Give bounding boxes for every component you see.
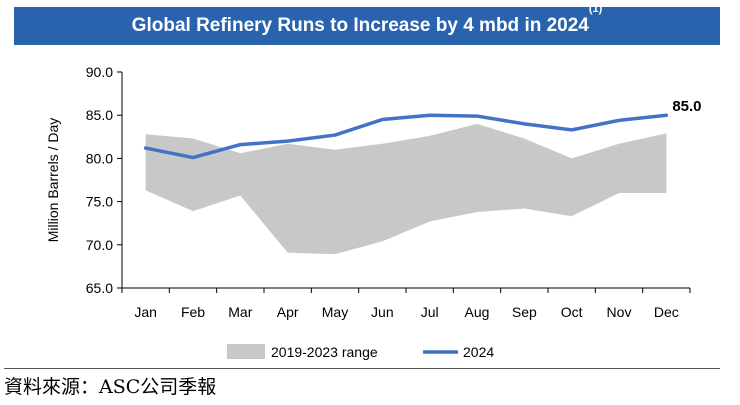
y-tick-label: 80.0: [86, 150, 113, 166]
x-tick-label: Feb: [181, 304, 205, 320]
y-tick-label: 85.0: [86, 107, 113, 123]
x-tick-label: Dec: [654, 304, 679, 320]
plot-area: 65.0 70.0 75.0 80.0 85.0 90.0 Jan Feb Mar Apr May J…: [86, 64, 702, 360]
chart-title-footnote: (1): [588, 3, 603, 15]
legend-label-range: 2019-2023 range: [271, 344, 378, 360]
x-tick-label: Apr: [277, 304, 299, 320]
legend-label-2024: 2024: [463, 344, 494, 360]
y-axis-label: Million Barrels / Day: [45, 118, 61, 242]
x-tick-label: Jun: [371, 304, 394, 320]
data-label-dec-2024: 85.0: [672, 98, 701, 115]
x-tick-label: Nov: [607, 304, 632, 320]
x-tick-label: Oct: [561, 304, 583, 320]
y-tick-label: 65.0: [86, 280, 113, 296]
legend-swatch-range: [227, 344, 265, 359]
range-band-2019-2023: [145, 123, 667, 255]
x-tick-label: Jul: [421, 304, 439, 320]
source-note: 資料來源：ASC公司季報: [4, 376, 217, 398]
chart-title-text: Global Refinery Runs to Increase by 4 mb…: [131, 15, 589, 36]
x-tick-label: May: [322, 304, 348, 320]
chart-title: Global Refinery Runs to Increase by 4 mb…: [14, 4, 720, 45]
x-tick-label: Jan: [134, 304, 157, 320]
x-tick-label: Mar: [228, 304, 252, 320]
x-tick-label: Aug: [465, 304, 490, 320]
y-tick-label: 75.0: [86, 194, 113, 210]
y-tick-label: 70.0: [86, 237, 113, 253]
x-tick-label: Sep: [512, 304, 537, 320]
separator-line-top: [4, 368, 720, 369]
series-line-2024: [143, 113, 669, 160]
y-tick-label: 90.0: [86, 64, 113, 80]
